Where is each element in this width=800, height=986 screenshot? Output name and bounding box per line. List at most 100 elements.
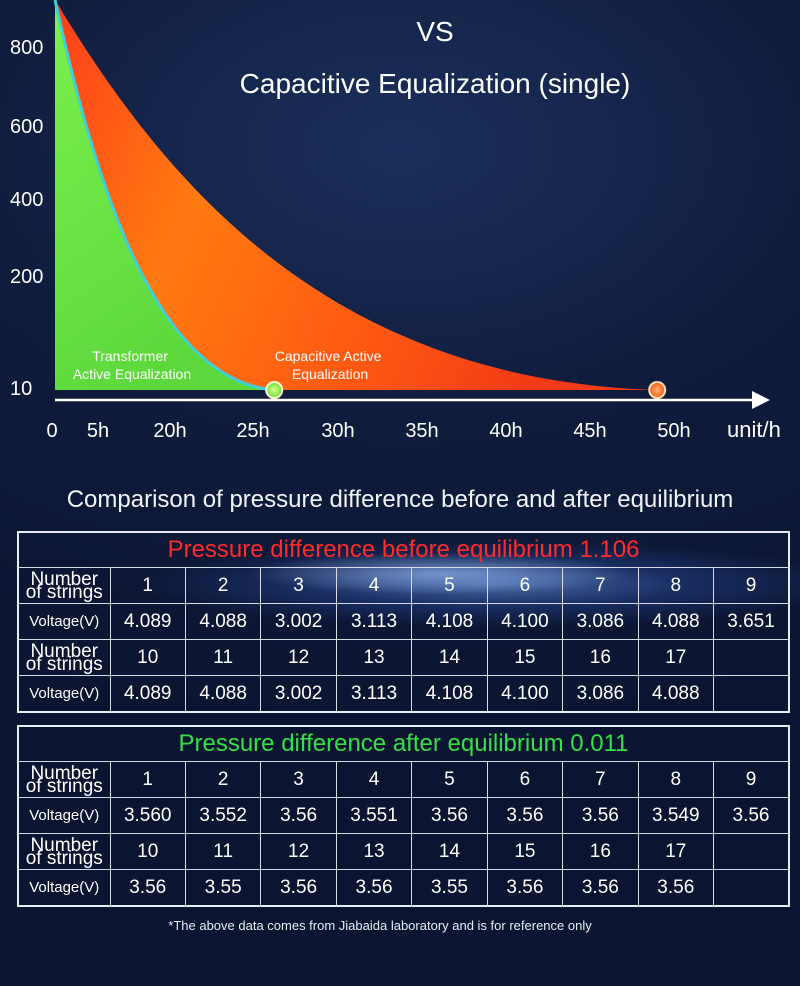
transformer-area xyxy=(55,0,275,390)
string-number: 5 xyxy=(411,761,488,798)
voltage-value: 3.552 xyxy=(184,797,262,834)
string-number: 6 xyxy=(486,567,564,604)
table-row: Number of strings 1 2 3 4 5 6 7 8 9 xyxy=(17,761,790,798)
voltage-value: 3.002 xyxy=(260,675,337,713)
voltage-value: 3.002 xyxy=(260,603,337,640)
x-axis-unit: unit/h xyxy=(727,417,781,442)
voltage-value: 4.088 xyxy=(637,603,715,640)
voltage-value: 3.551 xyxy=(335,797,413,834)
row-label-strings: Number of strings xyxy=(17,833,111,870)
row-label-strings: Number of strings xyxy=(17,639,111,676)
x-tick-label: 5h xyxy=(87,420,109,442)
transformer-end-point xyxy=(265,381,284,399)
string-number: 7 xyxy=(562,761,639,798)
y-tick-label: 600 xyxy=(10,116,43,138)
x-tick-label: 40h xyxy=(489,420,522,442)
string-number: 7 xyxy=(562,567,639,604)
y-tick-label: 10 xyxy=(10,378,32,400)
string-number: 5 xyxy=(411,567,488,604)
after-caption: Pressure difference after equilibrium 0.… xyxy=(17,725,790,762)
string-number: 10 xyxy=(109,833,186,870)
table-row: Number of strings 10 11 12 13 14 15 16 17 xyxy=(17,833,790,870)
voltage-value: 3.55 xyxy=(411,869,488,907)
x-tick-label: 45h xyxy=(573,420,606,442)
voltage-value: 4.100 xyxy=(486,675,564,713)
voltage-value: 3.086 xyxy=(562,603,639,640)
voltage-value: 3.56 xyxy=(335,869,413,907)
x-axis-arrow-icon xyxy=(752,391,770,409)
voltage-value: 3.113 xyxy=(335,675,413,713)
string-number: 6 xyxy=(486,761,564,798)
footnote: *The above data comes from Jiabaida labo… xyxy=(168,918,592,933)
voltage-value: 3.113 xyxy=(335,603,413,640)
string-number: 16 xyxy=(562,639,639,676)
y-tick-label: 800 xyxy=(10,37,43,59)
row-label-strings: Number of strings xyxy=(17,567,111,604)
string-number: 8 xyxy=(637,761,715,798)
transformer-label: Transformer Active Equalization xyxy=(73,348,191,382)
voltage-value: 3.56 xyxy=(713,797,790,834)
table-row: Voltage(V) 3.560 3.552 3.56 3.551 3.56 3… xyxy=(17,797,790,834)
voltage-value: 3.56 xyxy=(260,869,337,907)
before-caption: Pressure difference before equilibrium 1… xyxy=(17,531,790,568)
voltage-value: 3.55 xyxy=(184,869,262,907)
voltage-value: 3.56 xyxy=(562,869,639,907)
voltage-value: 3.560 xyxy=(109,797,186,834)
string-number: 10 xyxy=(109,639,186,676)
voltage-value: 3.56 xyxy=(486,797,564,834)
voltage-value: 3.56 xyxy=(637,869,715,907)
string-number: 12 xyxy=(260,833,337,870)
string-number: 9 xyxy=(713,761,790,798)
y-tick-label: 400 xyxy=(10,189,43,211)
empty-cell xyxy=(713,675,790,713)
voltage-value: 4.108 xyxy=(411,675,488,713)
voltage-value: 4.088 xyxy=(637,675,715,713)
string-number: 14 xyxy=(411,833,488,870)
x-tick-label: 20h xyxy=(153,420,186,442)
x-tick-label: 35h xyxy=(405,420,438,442)
x-tick-label: 25h xyxy=(236,420,269,442)
table-row: Voltage(V) 4.089 4.088 3.002 3.113 4.108… xyxy=(17,675,790,713)
string-number: 11 xyxy=(184,833,262,870)
string-number: 4 xyxy=(335,761,413,798)
row-label-voltage: Voltage(V) xyxy=(17,675,111,713)
x-tick-label: 50h xyxy=(657,420,690,442)
voltage-value: 4.088 xyxy=(184,603,262,640)
voltage-value: 3.086 xyxy=(562,675,639,713)
x-tick-label: 30h xyxy=(321,420,354,442)
table-row: Number of strings 10 11 12 13 14 15 16 17 xyxy=(17,639,790,676)
string-number: 1 xyxy=(109,761,186,798)
table-row: Voltage(V) 3.56 3.55 3.56 3.56 3.55 3.56… xyxy=(17,869,790,907)
string-number: 3 xyxy=(260,761,337,798)
title-capacitive: Capacitive Equalization (single) xyxy=(239,68,631,99)
voltage-value: 3.56 xyxy=(260,797,337,834)
string-number: 13 xyxy=(335,833,413,870)
row-label-voltage: Voltage(V) xyxy=(17,869,111,907)
title-vs: VS xyxy=(416,16,454,47)
voltage-value: 4.088 xyxy=(184,675,262,713)
voltage-value: 4.089 xyxy=(109,675,186,713)
row-label-voltage: Voltage(V) xyxy=(17,603,111,640)
empty-cell xyxy=(713,869,790,907)
voltage-value: 4.108 xyxy=(411,603,488,640)
empty-cell xyxy=(713,833,790,870)
string-number: 12 xyxy=(260,639,337,676)
string-number: 14 xyxy=(411,639,488,676)
string-number: 17 xyxy=(637,833,715,870)
after-table-wrap: Pressure difference after equilibrium 0.… xyxy=(17,725,790,907)
voltage-value: 3.549 xyxy=(637,797,715,834)
capacitive-end-point xyxy=(648,381,667,399)
string-number: 15 xyxy=(486,639,564,676)
table-row: Voltage(V) 4.089 4.088 3.002 3.113 4.108… xyxy=(17,603,790,640)
string-number: 3 xyxy=(260,567,337,604)
string-number: 8 xyxy=(637,567,715,604)
string-number: 1 xyxy=(109,567,186,604)
string-number: 11 xyxy=(184,639,262,676)
string-number: 2 xyxy=(184,567,262,604)
string-number: 15 xyxy=(486,833,564,870)
y-tick-label: 200 xyxy=(10,266,43,288)
voltage-value: 3.56 xyxy=(411,797,488,834)
string-number: 17 xyxy=(637,639,715,676)
comparison-heading: Comparison of pressure difference before… xyxy=(66,486,734,513)
